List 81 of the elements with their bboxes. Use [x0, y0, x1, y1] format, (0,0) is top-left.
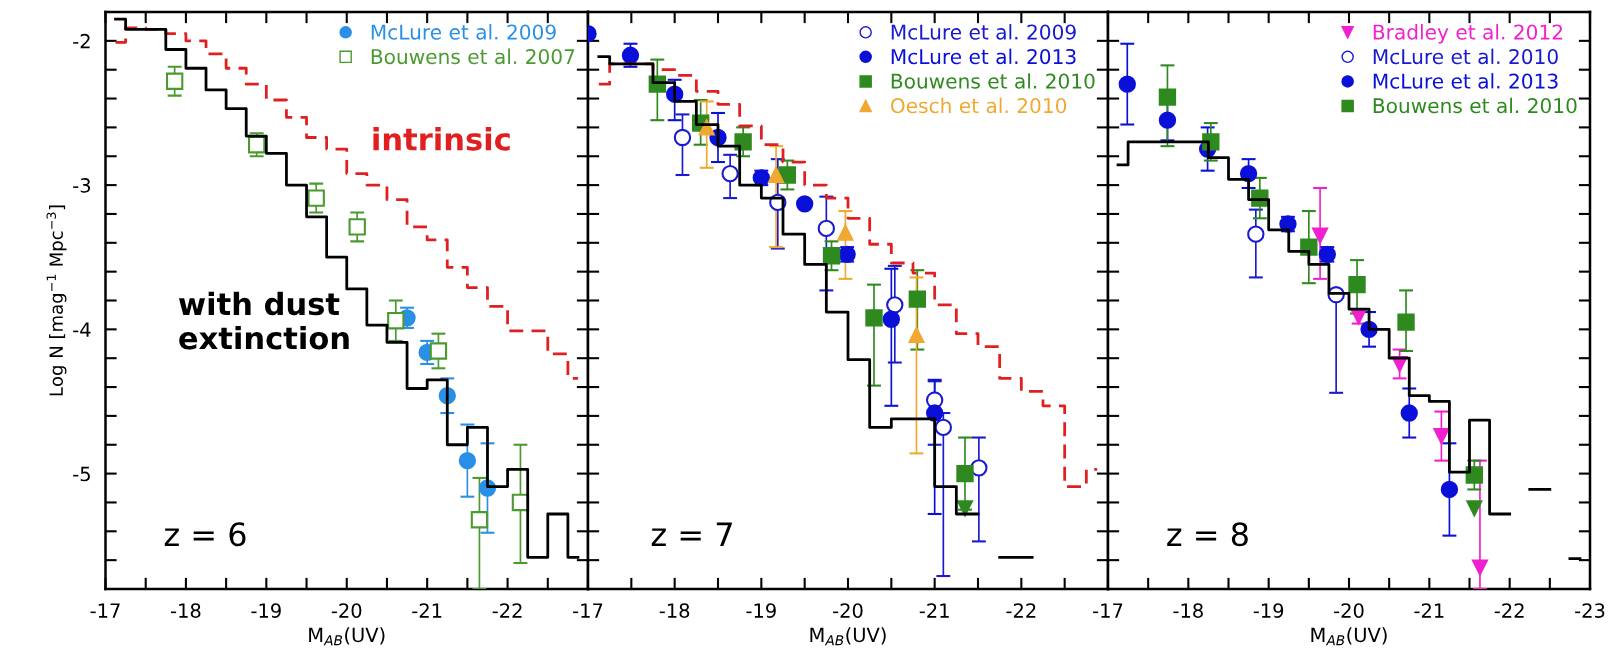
x-axis-title: M$_{AB}$(UV) — [1311, 627, 1387, 646]
point — [458, 451, 477, 470]
annotation: intrinsic — [373, 127, 510, 151]
x-tick-label: -22 — [1494, 603, 1524, 618]
y-tick-label: -5 — [73, 466, 90, 482]
point — [1433, 428, 1450, 445]
point — [1471, 559, 1488, 576]
point — [1466, 500, 1483, 517]
point — [908, 290, 927, 308]
x-tick-label: -21 — [919, 603, 949, 618]
x-tick-label: -22 — [492, 603, 522, 618]
x-tick-label: -20 — [833, 603, 863, 618]
y-tick-label: -2 — [73, 33, 90, 49]
point — [1247, 225, 1265, 243]
point — [817, 219, 836, 238]
x-tick-label: -17 — [90, 603, 120, 618]
point — [865, 309, 883, 327]
point — [908, 327, 925, 344]
y-axis-title: Log N [mag$^{−1}$ Mpc$^{−3}$] — [46, 205, 67, 396]
point — [621, 46, 640, 64]
point — [778, 166, 797, 184]
point — [307, 189, 325, 207]
point — [721, 164, 739, 183]
point — [795, 195, 814, 213]
x-tick-label: -20 — [331, 603, 362, 618]
x-tick-label: -21 — [412, 603, 442, 618]
x-tick-label: -21 — [1414, 603, 1444, 618]
x-tick-label: -19 — [251, 603, 281, 618]
point — [934, 418, 953, 437]
x-axis-title: M$_{AB}$(UV) — [309, 627, 385, 646]
point — [957, 500, 973, 517]
point — [837, 224, 854, 241]
annotation: with dust extinction — [178, 291, 349, 350]
x-tick-label: -18 — [1173, 603, 1203, 618]
point — [768, 167, 785, 183]
legend-label: Bouwens et al. 2010 — [1373, 97, 1577, 114]
point — [886, 296, 904, 314]
annotation: z = 7 — [651, 522, 732, 546]
point — [1158, 88, 1177, 106]
legend-label: Oesch et al. 2010 — [890, 97, 1067, 114]
point — [882, 310, 901, 328]
x-tick-label: -19 — [746, 603, 776, 618]
point — [1400, 404, 1418, 422]
point — [1440, 480, 1459, 499]
legend-label: McLure et al. 2009 — [371, 24, 556, 40]
legend-label: Bouwens et al. 2010 — [891, 73, 1095, 89]
point — [1239, 164, 1258, 183]
x-axis-title: M$_{AB}$(UV) — [810, 627, 886, 646]
x-tick-label: -18 — [170, 603, 201, 618]
legend-label: McLure et al. 2013 — [891, 48, 1076, 65]
point — [1348, 275, 1366, 294]
y-tick-label: -3 — [73, 178, 91, 193]
legend-label: Bradley et al. 2012 — [1373, 24, 1563, 44]
x-tick-label: -17 — [573, 603, 603, 618]
point — [734, 133, 752, 151]
y-tick-label: -4 — [73, 322, 91, 337]
legend-label: McLure et al. 2013 — [1373, 73, 1558, 89]
x-tick-label: -20 — [1334, 603, 1364, 618]
x-tick-label: -18 — [659, 603, 690, 618]
point — [248, 136, 266, 154]
legend-label: McLure et al. 2009 — [891, 24, 1076, 40]
annotation: z = 8 — [1167, 522, 1248, 547]
point — [822, 247, 841, 265]
point — [956, 464, 974, 483]
point — [1118, 75, 1136, 93]
x-tick-label: -23 — [1575, 603, 1605, 618]
legend-label: Bouwens et al. 2007 — [371, 48, 575, 65]
point — [1158, 111, 1177, 129]
point — [165, 72, 184, 90]
point — [348, 218, 366, 236]
x-tick-label: -17 — [1093, 603, 1123, 618]
x-tick-label: -19 — [1253, 603, 1284, 618]
x-tick-label: -22 — [1006, 603, 1036, 618]
point — [1312, 227, 1329, 244]
point — [387, 312, 405, 330]
annotation: z = 6 — [164, 522, 246, 547]
point — [1397, 313, 1415, 331]
point — [470, 511, 489, 529]
point — [429, 342, 448, 360]
point — [673, 128, 692, 147]
legend-label: McLure et al. 2010 — [1373, 48, 1558, 65]
